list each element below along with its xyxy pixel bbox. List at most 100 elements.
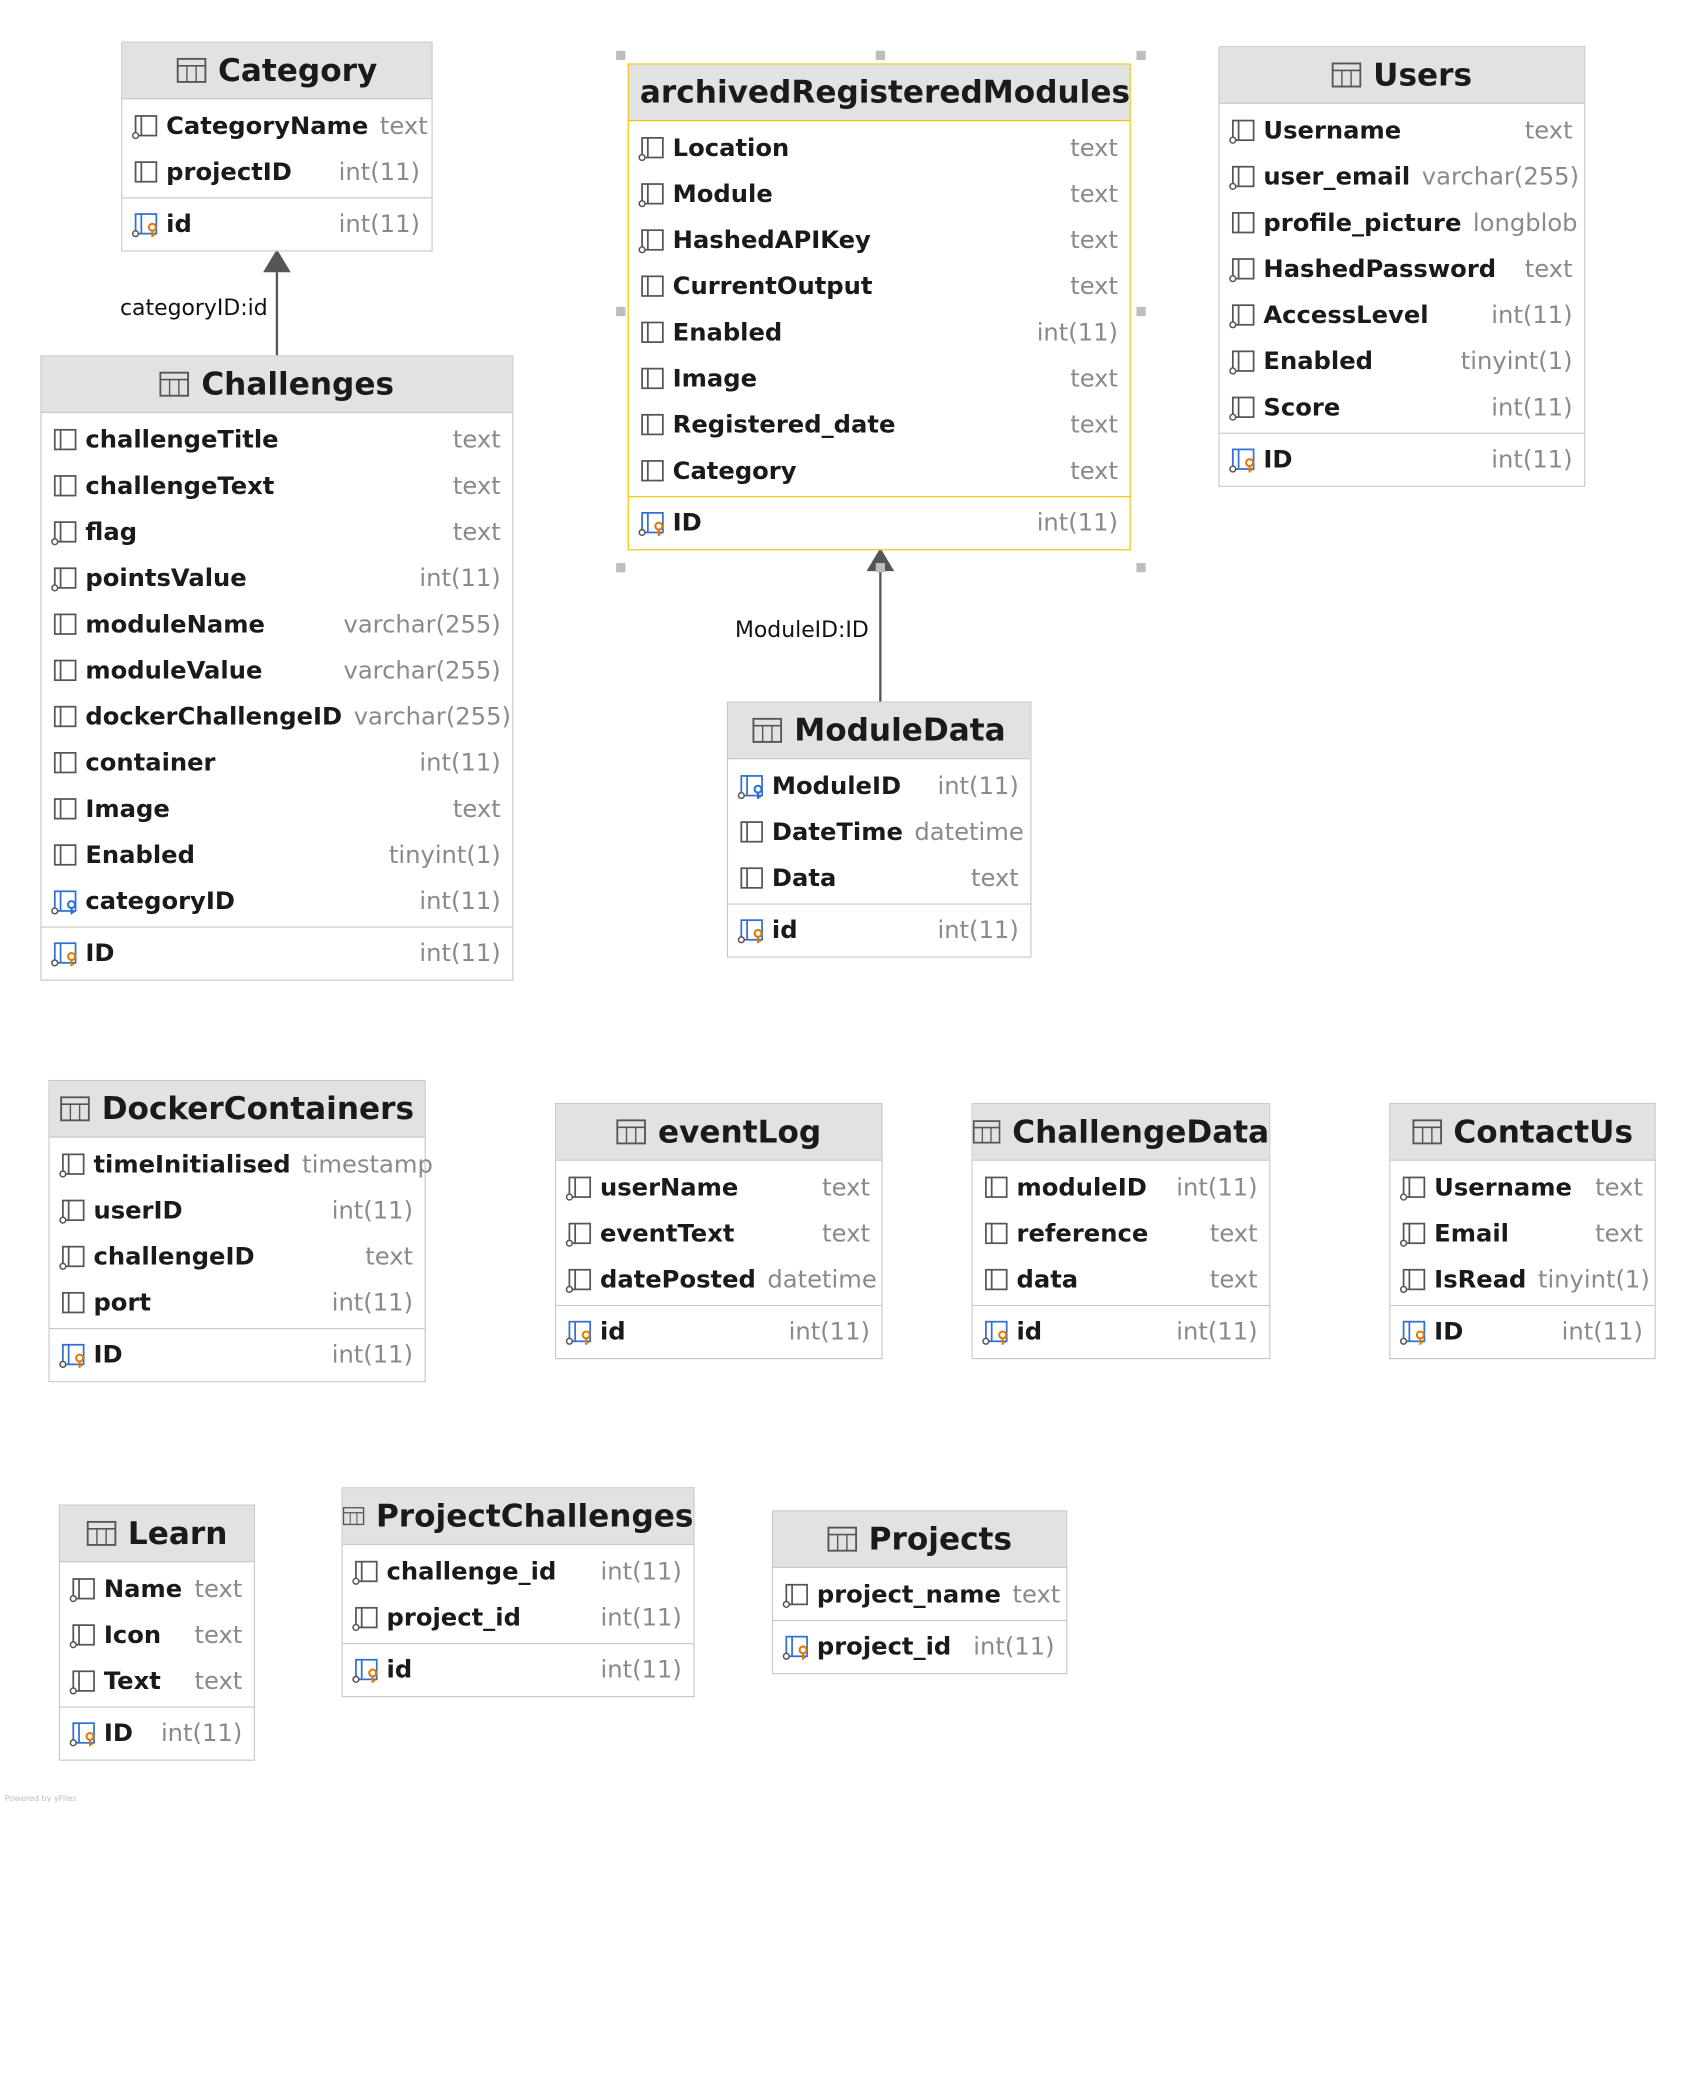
column-row[interactable]: reference text (973, 1210, 1270, 1256)
table-contactus[interactable]: ContactUs Username text Email text IsRead tiny… (1389, 1103, 1656, 1360)
column-nullable-icon (1399, 1222, 1426, 1247)
column-row[interactable]: Location text (629, 125, 1130, 171)
column-row[interactable]: data text (973, 1256, 1270, 1302)
column-row[interactable]: AccessLevel int(11) (1220, 292, 1585, 338)
table-docker[interactable]: DockerContainers timeInitialised timestamp… (48, 1079, 433, 1383)
column-row[interactable]: container int(11) (42, 740, 513, 786)
column-row[interactable]: moduleName varchar(255) (42, 601, 513, 647)
column-row[interactable]: datePosted datetime (556, 1256, 881, 1302)
column-row[interactable]: ID int(11) (1219, 432, 1585, 483)
column-row[interactable]: Score int(11) (1220, 384, 1585, 430)
resize-handle-nw[interactable] (616, 50, 626, 60)
table-users[interactable]: Users Username text user_email varchar(255) p… (1218, 46, 1586, 487)
column-row[interactable]: timeInitialised timestamp (50, 1141, 433, 1187)
table-header[interactable]: archivedRegisteredModules (628, 64, 1130, 122)
column-row[interactable]: IsRead tinyint(1) (1390, 1256, 1654, 1302)
column-row[interactable]: id int(11) (556, 1304, 882, 1355)
column-row[interactable]: Username text (1220, 107, 1585, 153)
column-name: Username (1434, 1173, 1572, 1202)
table-challenges[interactable]: Challenges challengeTitle text challengeTex… (40, 355, 514, 981)
column-row[interactable]: ID int(11) (49, 1328, 425, 1378)
column-row[interactable]: Image text (42, 786, 513, 832)
column-row[interactable]: categoryID int(11) (42, 878, 513, 924)
column-row[interactable]: CurrentOutput text (629, 263, 1130, 309)
table-learn[interactable]: Learn Name text Icon text Text text ID int(11) (58, 1504, 255, 1761)
column-name: id (386, 1655, 413, 1684)
column-row[interactable]: id int(11) (972, 1304, 1270, 1355)
resize-handle-se[interactable] (1136, 563, 1146, 573)
column-row[interactable]: dockerChallengeID varchar(255) (42, 693, 513, 739)
column-row[interactable]: id int(11) (122, 197, 432, 247)
table-challengedata[interactable]: ChallengeData moduleID int(11) reference tex… (971, 1103, 1271, 1360)
column-row[interactable]: Email text (1390, 1210, 1654, 1256)
column-row[interactable]: ID int(11) (628, 496, 1130, 546)
column-row[interactable]: Enabled tinyint(1) (42, 832, 513, 878)
column-row[interactable]: ID int(11) (59, 1706, 254, 1756)
table-header[interactable]: ChallengeData (972, 1104, 1270, 1161)
column-row[interactable]: Image text (629, 355, 1130, 401)
column-row[interactable]: userName text (556, 1164, 881, 1210)
column-row[interactable]: Name text (60, 1566, 254, 1612)
column-row[interactable]: Enabled tinyint(1) (1220, 338, 1585, 384)
table-header[interactable]: ModuleData (728, 702, 1031, 760)
column-type: text (452, 518, 501, 546)
column-row[interactable]: moduleID int(11) (973, 1164, 1270, 1210)
table-archived[interactable]: archivedRegisteredModules Location text Mod… (627, 63, 1131, 551)
column-row[interactable]: Icon text (60, 1612, 254, 1658)
column-row[interactable]: challenge_id int(11) (343, 1548, 694, 1594)
table-header[interactable]: eventLog (556, 1104, 882, 1161)
column-row[interactable]: CategoryName text (122, 103, 431, 149)
table-header[interactable]: Challenges (41, 356, 513, 414)
column-row[interactable]: profile_picture longblob (1220, 200, 1585, 246)
column-type: varchar(255) (353, 702, 511, 731)
column-row[interactable]: DateTime datetime (728, 809, 1030, 855)
column-row[interactable]: HashedPassword text (1220, 246, 1585, 292)
relation-label-module: ModuleID:ID (734, 617, 869, 643)
table-moduledata[interactable]: ModuleData ModuleID int(11) DateTime datetim… (726, 701, 1032, 958)
resize-handle-ne[interactable] (1136, 50, 1146, 60)
column-row[interactable]: project_id int(11) (343, 1595, 694, 1641)
column-row[interactable]: project_id int(11) (773, 1619, 1067, 1670)
resize-handle-s[interactable] (875, 563, 885, 573)
column-row[interactable]: user_email varchar(255) (1220, 153, 1585, 199)
table-header[interactable]: Learn (59, 1505, 254, 1563)
table-projectchallenges[interactable]: ProjectChallenges challenge_id int(11) proj… (341, 1487, 695, 1698)
column-row[interactable]: ID int(11) (1390, 1304, 1655, 1355)
column-row[interactable]: Module text (629, 171, 1130, 217)
column-row[interactable]: challengeTitle text (42, 417, 513, 463)
column-row[interactable]: id int(11) (728, 903, 1031, 953)
column-row[interactable]: Data text (728, 855, 1030, 901)
column-row[interactable]: id int(11) (342, 1643, 694, 1693)
table-eventlog[interactable]: eventLog userName text eventText text datePos… (554, 1103, 883, 1360)
column-row[interactable]: Text text (60, 1658, 254, 1704)
column-row[interactable]: ModuleID int(11) (728, 763, 1030, 809)
table-category[interactable]: Category CategoryName text projectID int(11)… (121, 41, 433, 252)
column-row[interactable]: Registered_date text (629, 402, 1130, 448)
resize-handle-n[interactable] (875, 50, 885, 60)
column-row[interactable]: pointsValue int(11) (42, 555, 513, 601)
column-row[interactable]: Username text (1390, 1164, 1654, 1210)
column-row[interactable]: port int(11) (50, 1280, 425, 1326)
table-header[interactable]: Projects (773, 1511, 1067, 1569)
column-row[interactable]: ID int(11) (41, 926, 513, 977)
table-header[interactable]: Category (122, 42, 432, 100)
column-row[interactable]: userID int(11) (50, 1187, 425, 1233)
column-row[interactable]: Enabled int(11) (629, 309, 1130, 355)
table-projects[interactable]: Projects project_name text project_id int(11… (771, 1510, 1068, 1675)
column-row[interactable]: eventText text (556, 1210, 881, 1256)
table-header[interactable]: DockerContainers (49, 1081, 425, 1138)
column-row[interactable]: challengeText text (42, 463, 513, 509)
table-header[interactable]: Users (1219, 47, 1585, 104)
resize-handle-e[interactable] (1136, 306, 1146, 317)
table-header[interactable]: ProjectChallenges (342, 1488, 694, 1545)
column-row[interactable]: flag text (42, 509, 513, 555)
column-row[interactable]: HashedAPIKey text (629, 217, 1130, 263)
column-row[interactable]: project_name text (773, 1571, 1066, 1617)
table-header[interactable]: ContactUs (1390, 1104, 1655, 1161)
column-row[interactable]: challengeID text (50, 1233, 425, 1279)
resize-handle-sw[interactable] (616, 563, 626, 573)
column-row[interactable]: Category text (629, 448, 1130, 494)
column-row[interactable]: moduleValue varchar(255) (42, 647, 513, 693)
resize-handle-w[interactable] (616, 306, 626, 317)
column-row[interactable]: projectID int(11) (122, 149, 431, 195)
